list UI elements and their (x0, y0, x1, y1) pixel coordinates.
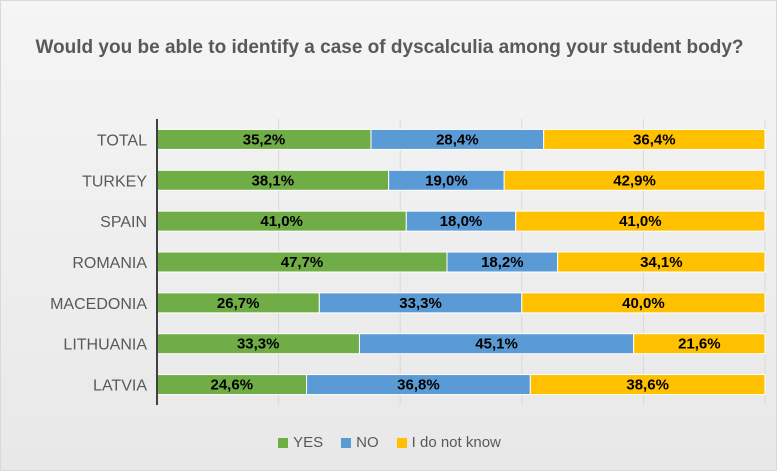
category-label-spain: SPAIN (100, 214, 147, 231)
legend: YES NO I do not know (1, 434, 777, 451)
chart-title: Would you be able to identify a case of … (35, 37, 744, 58)
bar-i-do-not-know-latvia (529, 374, 766, 396)
data-label-no-total: 28,4% (436, 131, 479, 148)
category-label-latvia: LATVIA (93, 378, 147, 395)
legend-label-yes: YES (293, 434, 324, 451)
bar-i-do-not-know-spain (515, 210, 766, 232)
data-label-i-do-not-know-macedonia: 40,0% (622, 295, 665, 312)
data-label-no-macedonia: 33,3% (399, 295, 442, 312)
legend-swatch-i-do-not-know (396, 437, 407, 448)
legend-label-no: NO (356, 434, 379, 451)
data-label-no-turkey: 19,0% (425, 172, 468, 189)
data-label-yes-total: 35,2% (243, 131, 286, 148)
data-label-yes-turkey: 38,1% (252, 172, 295, 189)
data-label-yes-spain: 41,0% (260, 213, 303, 230)
data-label-i-do-not-know-total: 36,4% (633, 131, 676, 148)
legend-item-yes: YES (278, 434, 323, 451)
bar-i-do-not-know-macedonia (521, 292, 766, 314)
bar-i-do-not-know-romania (557, 251, 766, 273)
data-label-yes-romania: 47,7% (281, 254, 324, 271)
category-label-romania: ROMANIA (72, 255, 147, 272)
data-label-i-do-not-know-latvia: 38,6% (626, 377, 669, 394)
category-label-total: TOTAL (97, 132, 147, 149)
legend-item-no: NO (341, 434, 379, 451)
bar-i-do-not-know-total (543, 128, 766, 150)
category-label-lithuania: LITHUANIA (63, 337, 147, 354)
category-label-turkey: TURKEY (82, 173, 147, 190)
legend-swatch-no (341, 437, 352, 448)
data-label-no-romania: 18,2% (481, 254, 524, 271)
legend-item-i-do-not-know: I do not know (396, 434, 501, 451)
data-label-no-lithuania: 45,1% (475, 336, 518, 353)
bar-i-do-not-know-lithuania (633, 333, 766, 355)
data-label-i-do-not-know-spain: 41,0% (619, 213, 662, 230)
data-label-yes-lithuania: 33,3% (237, 336, 280, 353)
data-label-yes-latvia: 24,6% (211, 377, 254, 394)
data-label-i-do-not-know-romania: 34,1% (640, 254, 683, 271)
legend-swatch-yes (278, 437, 289, 448)
data-label-i-do-not-know-turkey: 42,9% (613, 172, 656, 189)
legend-label-i-do-not-know: I do not know (411, 434, 501, 451)
data-label-i-do-not-know-lithuania: 21,6% (678, 336, 721, 353)
data-label-no-latvia: 36,8% (397, 377, 440, 394)
data-label-yes-macedonia: 26,7% (217, 295, 260, 312)
category-label-macedonia: MACEDONIA (50, 296, 147, 313)
bar-i-do-not-know-turkey (503, 169, 766, 191)
data-label-no-spain: 18,0% (440, 213, 483, 230)
